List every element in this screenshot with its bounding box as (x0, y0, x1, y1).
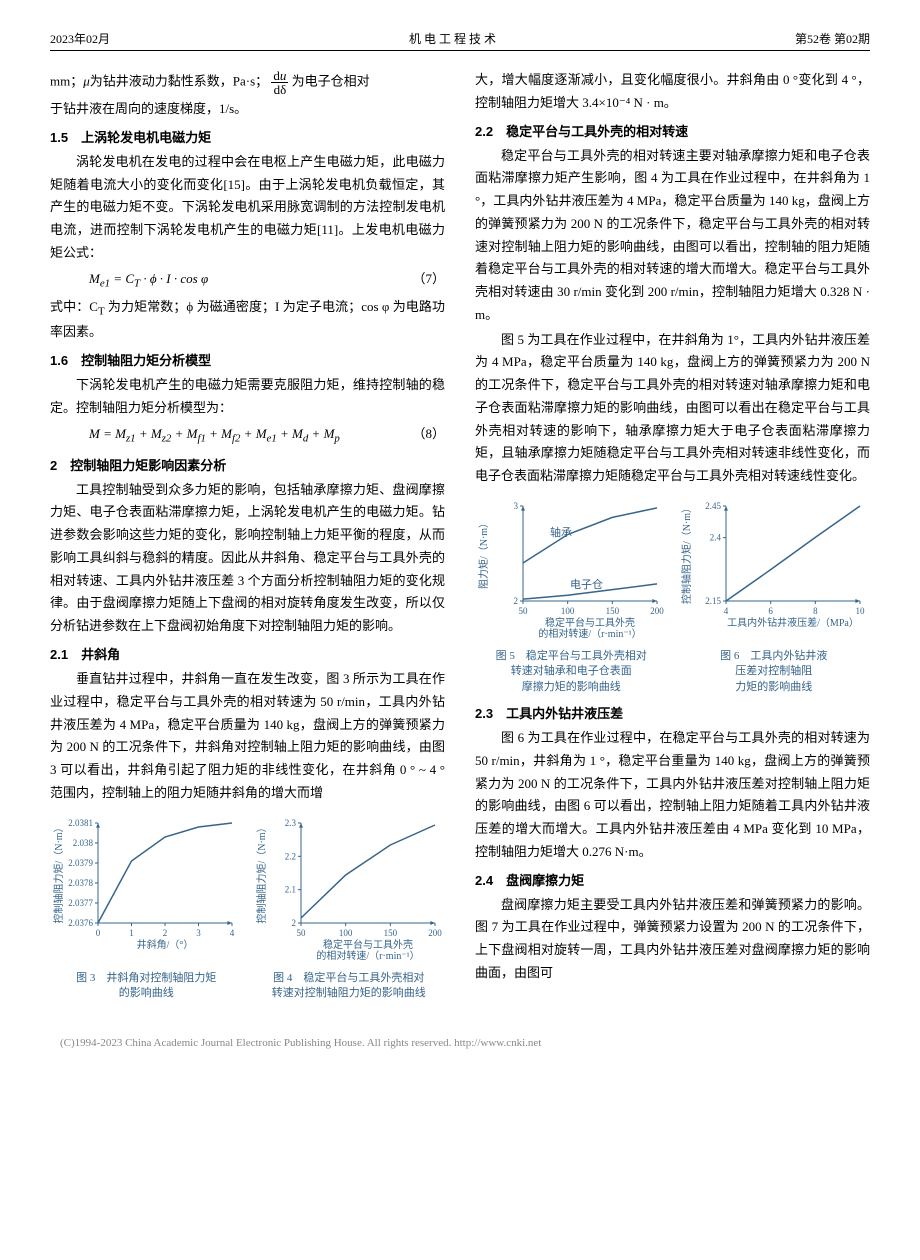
svg-text:2.3: 2.3 (284, 818, 296, 828)
figure-5: 2 3 50 100 150 200 阻力矩/（N·m） 稳定平台与工具外壳的相对转速/（r·… (475, 496, 668, 697)
svg-text:稳定平台与工具外壳的相对转速/（r·min⁻¹）: 稳定平台与工具外壳的相对转速/（r·min⁻¹） (538, 616, 641, 640)
svg-text:100: 100 (338, 928, 352, 938)
svg-text:10: 10 (855, 606, 865, 616)
svg-text:阻力矩/（N·m）: 阻力矩/（N·m） (477, 518, 490, 589)
svg-text:2: 2 (163, 928, 168, 938)
svg-text:2.0379: 2.0379 (68, 858, 93, 868)
para-2-4: 盘阀摩擦力矩主要受工具内外钻井液压差和弹簧预紧力的影响。图 7 为工具在作业过程… (475, 894, 870, 985)
para-eq7-where: 式中：CT 为力矩常数；ϕ 为磁通密度；I 为定子电流；cos φ 为电路功率因… (50, 296, 445, 344)
para-1-6: 下涡轮发电机产生的电磁力矩需要克服阻力矩，维持控制轴的稳定。控制轴阻力矩分析模型… (50, 374, 445, 420)
svg-text:2: 2 (514, 596, 519, 606)
svg-text:150: 150 (383, 928, 397, 938)
figure-6: 2.15 2.4 2.45 4 6 8 10 控制轴阻力矩/（N·m） 工具内外钻井液压差/（M… (678, 496, 871, 697)
heading-2-2: 2.2 稳定平台与工具外壳的相对转速 (475, 121, 870, 143)
svg-text:8: 8 (813, 606, 818, 616)
figure-4: 2 2.1 2.2 2.3 50 100 150 200 控制轴阻力矩/（N·m） 稳定平台与工具… (253, 813, 446, 1004)
para-grad: 于钻井液在周向的速度梯度，1/s。 (50, 98, 445, 121)
para-2-2b: 图 5 为工具在作业过程中，在井斜角为 1°，工具内外钻井液压差为 4 MPa，… (475, 329, 870, 488)
chart-fig6: 2.15 2.4 2.45 4 6 8 10 控制轴阻力矩/（N·m） 工具内外钻井液压差/（M… (678, 496, 868, 641)
heading-2-4: 2.4 盘阀摩擦力矩 (475, 870, 870, 892)
svg-text:2: 2 (291, 918, 296, 928)
para-mm: mm；μ为钻井液动力黏性系数，Pa·s； dudδ 为电子仓相对 (50, 69, 445, 96)
figure-3: 2.0376 2.0377 2.0378 2.0379 2.038 2.0381 0 1 2 3 4… (50, 813, 243, 1004)
caption-fig6: 图 6 工具内外钻井液压差对控制轴阻力矩的影响曲线 (678, 649, 871, 695)
svg-text:控制轴阻力矩/（N·m）: 控制轴阻力矩/（N·m） (52, 822, 65, 923)
header-center: 机 电 工 程 技 术 (409, 30, 496, 47)
right-column: 大，增大幅度逐渐减小，且变化幅度很小。井斜角由 0 °变化到 4 °，控制轴阻力… (475, 69, 870, 1007)
chart-fig3: 2.0376 2.0377 2.0378 2.0379 2.038 2.0381 0 1 2 3 4… (50, 813, 240, 963)
caption-fig5: 图 5 稳定平台与工具外壳相对转速对轴承和电子仓表面摩擦力矩的影响曲线 (475, 649, 668, 695)
svg-text:电子仓: 电子仓 (570, 577, 603, 591)
heading-2-1: 2.1 井斜角 (50, 644, 445, 666)
svg-text:工具内外钻井液压差/（MPa）: 工具内外钻井液压差/（MPa） (727, 616, 859, 629)
svg-text:100: 100 (561, 606, 575, 616)
svg-text:2.1: 2.1 (284, 884, 295, 894)
caption-fig4: 图 4 稳定平台与工具外壳相对转速对控制轴阻力矩的影响曲线 (253, 971, 446, 1002)
equation-8: M = Mz1 + Mz2 + Mf1 + Mf2 + Me1 + Md + M… (50, 422, 445, 449)
svg-text:6: 6 (768, 606, 773, 616)
svg-text:150: 150 (606, 606, 620, 616)
para-2: 工具控制轴受到众多力矩的影响，包括轴承摩擦力矩、盘阀摩擦力矩、电子仓表面粘滞摩擦… (50, 479, 445, 638)
svg-text:2.0376: 2.0376 (68, 918, 93, 928)
svg-text:50: 50 (296, 928, 306, 938)
para-2-2a: 稳定平台与工具外壳的相对转速主要对轴承摩擦力矩和电子仓表面粘滞摩擦力矩产生影响，… (475, 145, 870, 327)
svg-text:3: 3 (196, 928, 201, 938)
left-column: mm；μ为钻井液动力黏性系数，Pa·s； dudδ 为电子仓相对 于钻井液在周向… (50, 69, 445, 1007)
heading-2: 2 控制轴阻力矩影响因素分析 (50, 455, 445, 477)
heading-1-5: 1.5 上涡轮发电机电磁力矩 (50, 127, 445, 149)
svg-text:2.45: 2.45 (705, 501, 721, 511)
svg-text:4: 4 (723, 606, 728, 616)
svg-text:50: 50 (519, 606, 529, 616)
svg-text:2.0377: 2.0377 (68, 898, 93, 908)
svg-text:轴承: 轴承 (550, 525, 572, 539)
heading-2-3: 2.3 工具内外钻井液压差 (475, 703, 870, 725)
svg-text:0: 0 (96, 928, 101, 938)
svg-text:1: 1 (129, 928, 134, 938)
svg-text:2.0378: 2.0378 (68, 878, 93, 888)
para-1-5: 涡轮发电机在发电的过程中会在电枢上产生电磁力矩，此电磁力矩随着电流大小的变化而变… (50, 151, 445, 265)
para-2-1: 垂直钻井过程中，井斜角一直在发生改变，图 3 所示为工具在作业过程中，稳定平台与… (50, 668, 445, 805)
para-r1: 大，增大幅度逐渐减小，且变化幅度很小。井斜角由 0 °变化到 4 °，控制轴阻力… (475, 69, 870, 115)
svg-text:控制轴阻力矩/（N·m）: 控制轴阻力矩/（N·m） (255, 822, 268, 923)
svg-text:200: 200 (650, 606, 664, 616)
svg-text:控制轴阻力矩/（N·m）: 控制轴阻力矩/（N·m） (680, 503, 693, 604)
page-footer: (C)1994-2023 China Academic Journal Elec… (50, 1037, 870, 1049)
svg-text:2.4: 2.4 (709, 533, 721, 543)
heading-1-6: 1.6 控制轴阻力矩分析模型 (50, 350, 445, 372)
header-left: 2023年02月 (50, 30, 110, 47)
svg-text:2.15: 2.15 (705, 596, 721, 606)
equation-7: Me1 = CT · ϕ · I · cos φ（7） (50, 267, 445, 294)
svg-text:2.0381: 2.0381 (68, 818, 93, 828)
page-header: 2023年02月 机 电 工 程 技 术 第52卷 第02期 (50, 30, 870, 51)
svg-text:稳定平台与工具外壳的相对转速/（r·min⁻¹）: 稳定平台与工具外壳的相对转速/（r·min⁻¹） (316, 938, 419, 962)
svg-text:井斜角/（°）: 井斜角/（°） (137, 938, 194, 951)
para-2-3: 图 6 为工具在作业过程中，在稳定平台与工具外壳的相对转速为 50 r/min，… (475, 727, 870, 864)
svg-text:2.2: 2.2 (284, 851, 295, 861)
caption-fig3: 图 3 井斜角对控制轴阻力矩的影响曲线 (50, 971, 243, 1002)
chart-fig4: 2 2.1 2.2 2.3 50 100 150 200 控制轴阻力矩/（N·m） 稳定平台与工具… (253, 813, 443, 963)
svg-text:3: 3 (514, 501, 519, 511)
svg-text:4: 4 (230, 928, 235, 938)
header-right: 第52卷 第02期 (795, 30, 870, 47)
chart-fig5: 2 3 50 100 150 200 阻力矩/（N·m） 稳定平台与工具外壳的相对转速/（r·… (475, 496, 665, 641)
svg-text:200: 200 (428, 928, 442, 938)
svg-text:2.038: 2.038 (73, 838, 94, 848)
